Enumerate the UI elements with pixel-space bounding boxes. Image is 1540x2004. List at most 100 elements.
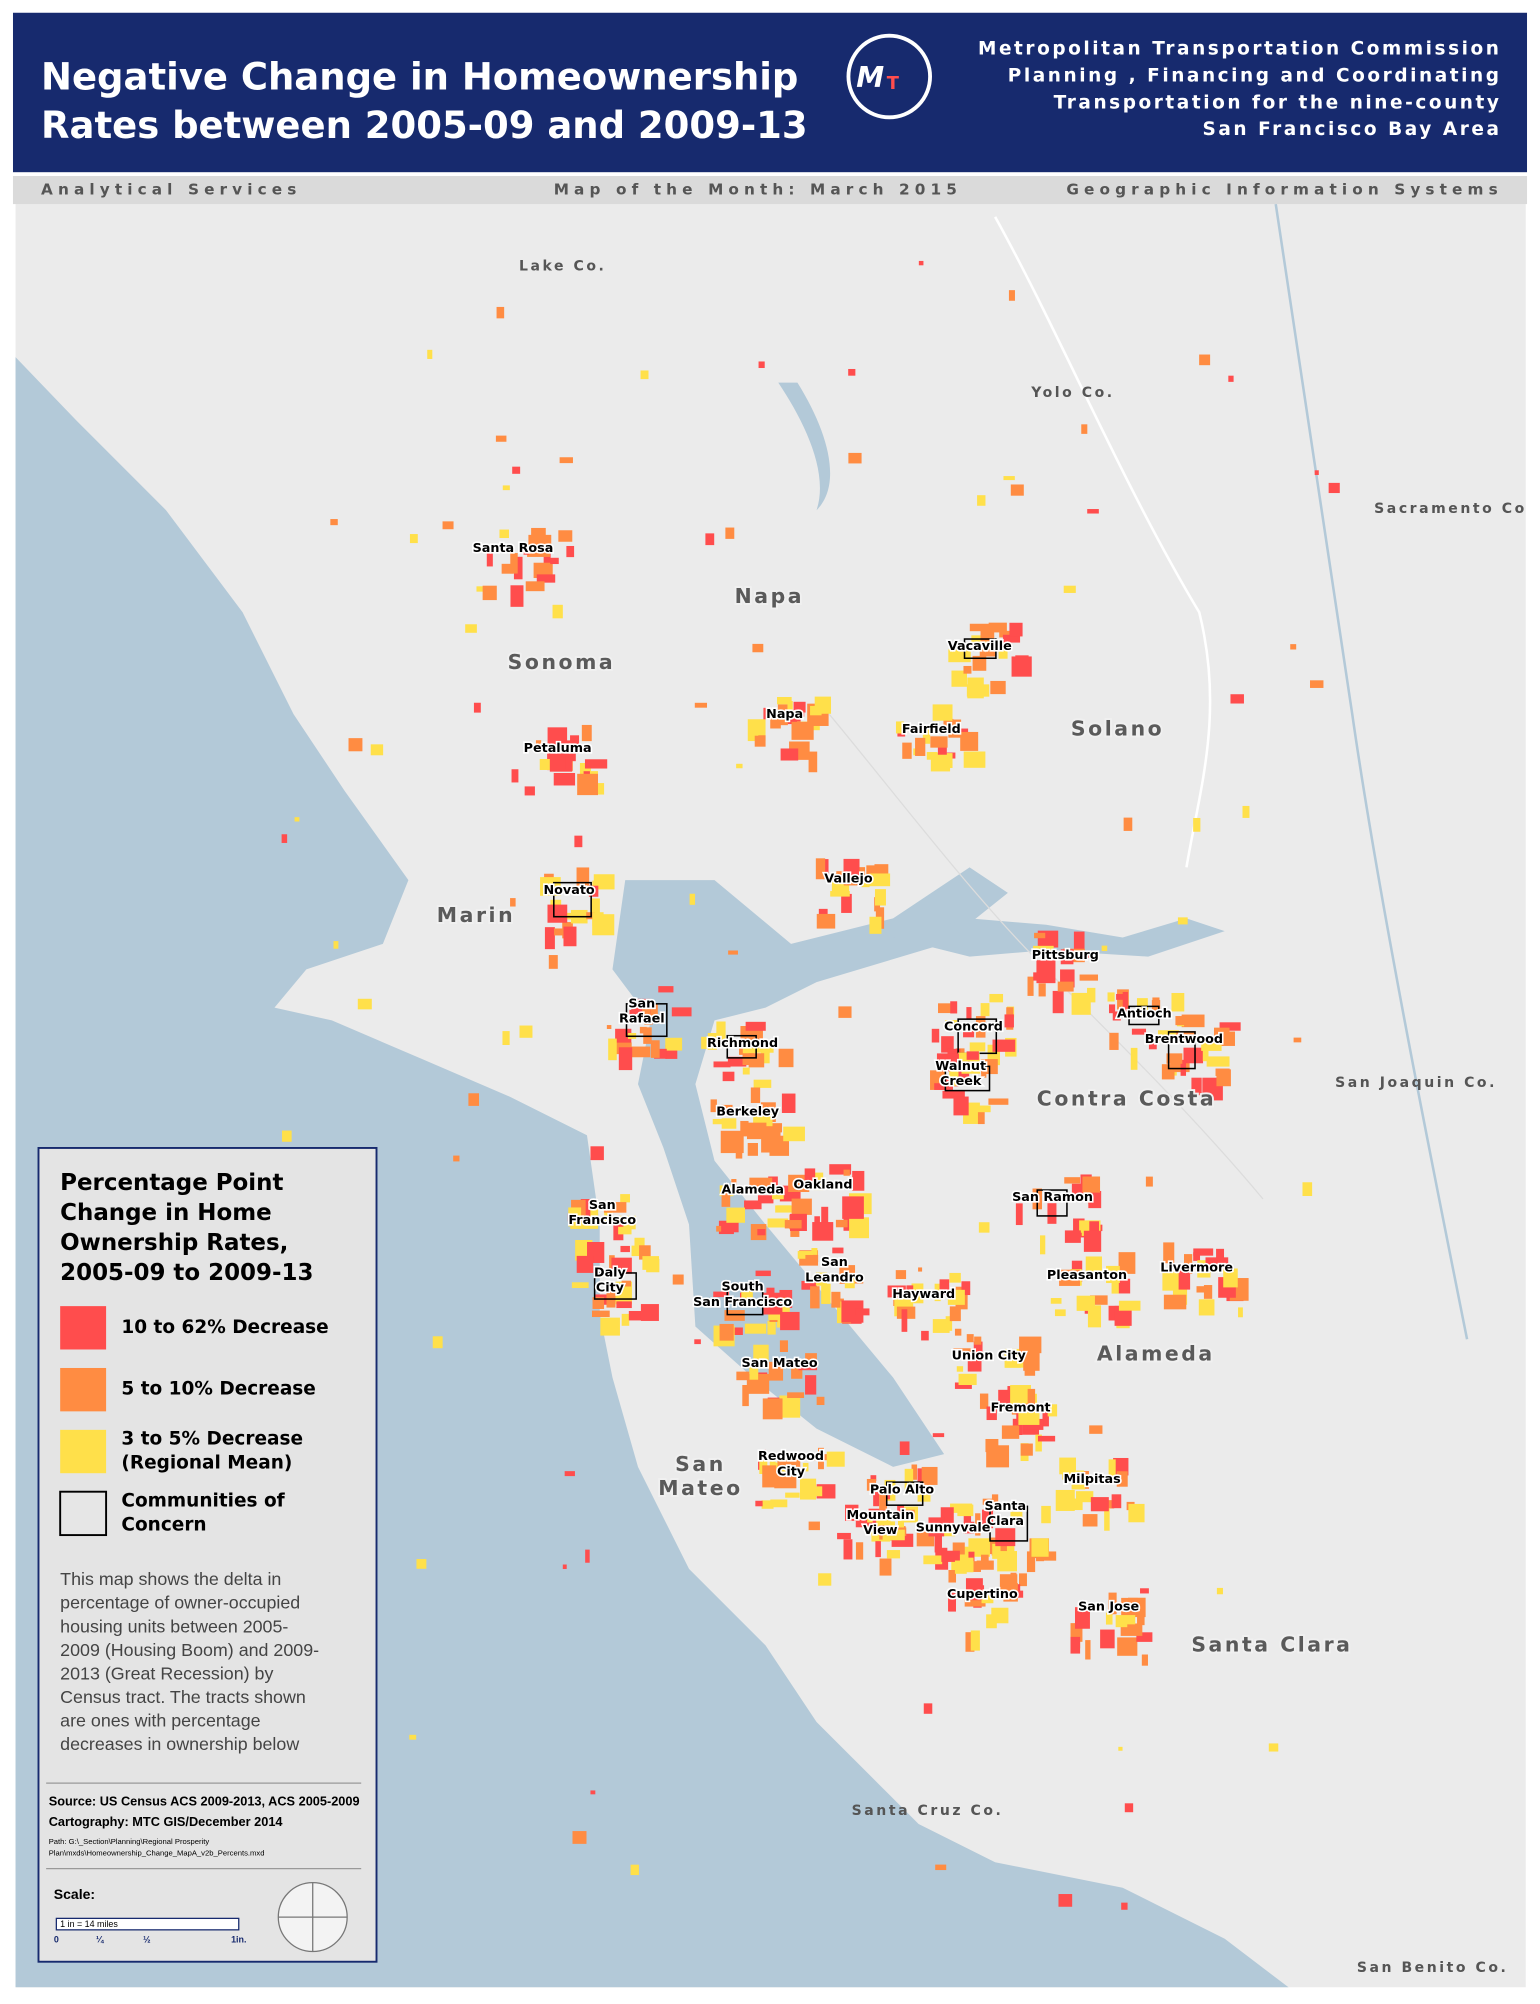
tract (777, 696, 792, 705)
tract (801, 1486, 823, 1497)
city-label: South (721, 1279, 763, 1294)
tract (1108, 1459, 1116, 1480)
county-label: Alameda (1097, 1342, 1215, 1366)
tract (770, 1499, 788, 1508)
tract (1145, 1176, 1153, 1187)
legend-title: 2005-09 to 2009-13 (60, 1260, 313, 1286)
tract (848, 368, 856, 376)
city-label: City (596, 1281, 625, 1296)
tract (1073, 931, 1085, 954)
tract (757, 1229, 766, 1236)
tract (758, 361, 765, 369)
tract (694, 702, 708, 708)
tract (1033, 945, 1054, 952)
tract (791, 1198, 812, 1215)
tract (510, 898, 516, 907)
tract (815, 858, 826, 880)
tract (750, 1087, 761, 1103)
tract (1087, 987, 1096, 1003)
tract (1314, 470, 1319, 475)
tract (736, 763, 743, 769)
tract (558, 530, 573, 542)
tract (979, 1393, 989, 1409)
scale-bar (55, 1917, 240, 1931)
tract (837, 1532, 851, 1540)
tract (701, 1036, 710, 1049)
tract (779, 1340, 788, 1353)
tract (941, 1550, 960, 1562)
text-layer: Negative Change in Homeownership Rates be… (41, 39, 1502, 1945)
tract (1136, 1632, 1153, 1642)
tract (978, 1222, 990, 1233)
tract (977, 495, 986, 506)
tract (953, 1348, 973, 1354)
tract (787, 1392, 805, 1399)
title: Rates between 2005-09 and 2009-13 (41, 104, 808, 147)
city-label: Leandro (805, 1271, 864, 1286)
tract (600, 1317, 620, 1336)
tract (725, 527, 735, 539)
tract (1004, 1348, 1021, 1368)
tract (1117, 1637, 1138, 1656)
tract (972, 1351, 977, 1362)
tract (932, 704, 953, 721)
tract (543, 551, 551, 572)
tract (1090, 1497, 1109, 1512)
tract (642, 1007, 651, 1022)
tract (911, 1464, 918, 1480)
scale-tick: 1in. (231, 1934, 246, 1944)
tract (616, 1301, 632, 1309)
org-line: Metropolitan Transportation Commission (978, 39, 1502, 60)
city-label: Richmond (707, 1036, 778, 1051)
county-label: Napa (735, 584, 804, 608)
tract (954, 1382, 972, 1389)
city-label: Creek (940, 1074, 982, 1089)
tract (989, 993, 1004, 1003)
tract (1114, 1305, 1132, 1326)
tract (1219, 1022, 1241, 1031)
tract (830, 891, 850, 897)
tract (906, 1285, 914, 1292)
tract (1090, 1295, 1108, 1305)
city-label: Pittsburg (1032, 948, 1099, 963)
tract (808, 1521, 820, 1531)
city-label: Pleasanton (1047, 1268, 1127, 1283)
tract (1216, 1587, 1223, 1595)
tract (934, 1083, 953, 1090)
tract (629, 1009, 642, 1023)
tract (1001, 1425, 1020, 1439)
city-label: Fremont (991, 1401, 1051, 1416)
tract (409, 1734, 417, 1740)
tract (816, 913, 836, 929)
tract (591, 1310, 610, 1318)
tract (707, 1033, 717, 1050)
tract (1177, 917, 1188, 925)
tract (1050, 1298, 1062, 1304)
tract (1018, 1411, 1040, 1425)
community-outline (553, 881, 592, 918)
tract (1115, 1615, 1136, 1628)
tract (975, 1016, 986, 1038)
tract (1004, 1014, 1014, 1028)
tract (519, 1025, 533, 1038)
legend-description: 2013 (Great Recession) by (60, 1663, 273, 1683)
tract (808, 751, 818, 773)
tract (777, 704, 791, 715)
city-label: San Jose (1078, 1600, 1139, 1615)
city-label: Walnut (935, 1059, 986, 1074)
tract (995, 1528, 1016, 1547)
tract (665, 1044, 678, 1059)
tract (826, 1451, 845, 1467)
city-label: Rafael (619, 1012, 665, 1027)
tract (1002, 634, 1021, 643)
scale-tick: 0 (54, 1934, 59, 1944)
tract (986, 1614, 997, 1629)
county-label: Solano (1071, 717, 1164, 741)
tract (615, 1028, 632, 1043)
tract (618, 1047, 633, 1071)
subheader (12, 176, 1528, 205)
tract (879, 1558, 892, 1576)
community-outline (989, 1505, 1029, 1542)
community-outline (726, 1034, 757, 1059)
legend-label: 5 to 10% Decrease (121, 1379, 315, 1400)
